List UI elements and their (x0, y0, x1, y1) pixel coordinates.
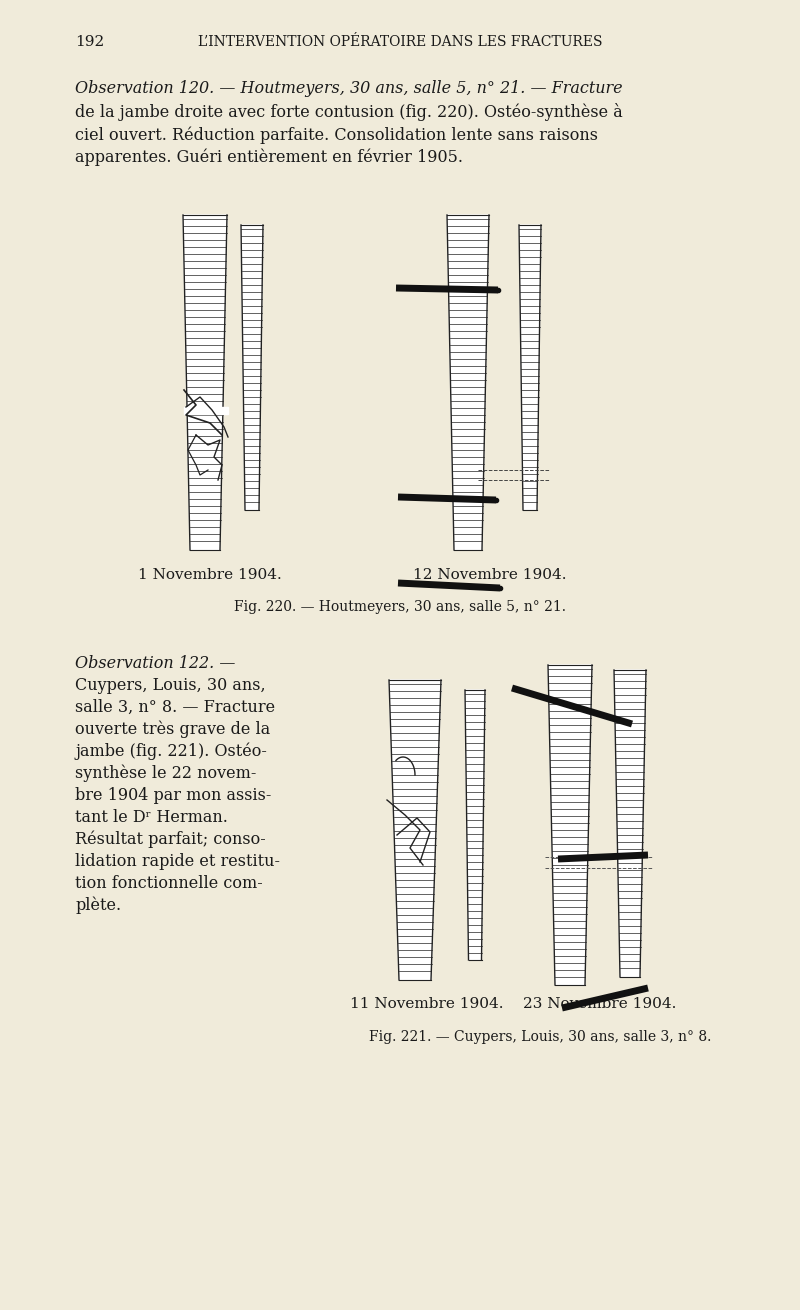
Text: jambe (fig. 221). Ostéo-: jambe (fig. 221). Ostéo- (75, 743, 267, 761)
Polygon shape (447, 215, 489, 550)
Text: 12 Novembre 1904.: 12 Novembre 1904. (414, 569, 566, 582)
Text: 11 Novembre 1904.: 11 Novembre 1904. (350, 997, 504, 1011)
Text: plète.: plète. (75, 897, 121, 914)
Text: Cuypers, Louis, 30 ans,: Cuypers, Louis, 30 ans, (75, 677, 266, 694)
Polygon shape (614, 669, 646, 977)
Text: 23 Novembre 1904.: 23 Novembre 1904. (523, 997, 677, 1011)
Polygon shape (465, 690, 485, 960)
Polygon shape (519, 225, 541, 510)
Text: apparentes. Guéri entièrement en février 1905.: apparentes. Guéri entièrement en février… (75, 149, 463, 166)
Text: tion fonctionnelle com-: tion fonctionnelle com- (75, 875, 262, 892)
Polygon shape (183, 215, 227, 550)
Text: 192: 192 (75, 35, 104, 48)
Text: Résultat parfait; conso-: Résultat parfait; conso- (75, 831, 266, 849)
Text: Fig. 221. — Cuypers, Louis, 30 ans, salle 3, n° 8.: Fig. 221. — Cuypers, Louis, 30 ans, sall… (369, 1030, 711, 1044)
Text: ciel ouvert. Réduction parfaite. Consolidation lente sans raisons: ciel ouvert. Réduction parfaite. Consoli… (75, 126, 598, 144)
Text: bre 1904 par mon assis-: bre 1904 par mon assis- (75, 787, 271, 804)
Text: lidation rapide et restitu-: lidation rapide et restitu- (75, 853, 280, 870)
Polygon shape (184, 407, 228, 414)
Text: Observation 122. —: Observation 122. — (75, 655, 235, 672)
Text: Observation 120. — Houtmeyers, 30 ans, salle 5, n° 21. — Fracture: Observation 120. — Houtmeyers, 30 ans, s… (75, 80, 622, 97)
Text: ouverte très grave de la: ouverte très grave de la (75, 721, 270, 739)
Polygon shape (241, 225, 263, 510)
Text: 1 Novembre 1904.: 1 Novembre 1904. (138, 569, 282, 582)
Polygon shape (548, 665, 592, 985)
Text: de la jambe droite avec forte contusion (fig. 220). Ostéo-synthèse à: de la jambe droite avec forte contusion … (75, 103, 622, 121)
Text: salle 3, n° 8. — Fracture: salle 3, n° 8. — Fracture (75, 700, 275, 717)
Text: Fig. 220. — Houtmeyers, 30 ans, salle 5, n° 21.: Fig. 220. — Houtmeyers, 30 ans, salle 5,… (234, 600, 566, 614)
Text: synthèse le 22 novem-: synthèse le 22 novem- (75, 765, 256, 782)
Polygon shape (389, 680, 441, 980)
Text: tant le Dʳ Herman.: tant le Dʳ Herman. (75, 810, 228, 827)
Text: L’INTERVENTION OPÉRATOIRE DANS LES FRACTURES: L’INTERVENTION OPÉRATOIRE DANS LES FRACT… (198, 35, 602, 48)
